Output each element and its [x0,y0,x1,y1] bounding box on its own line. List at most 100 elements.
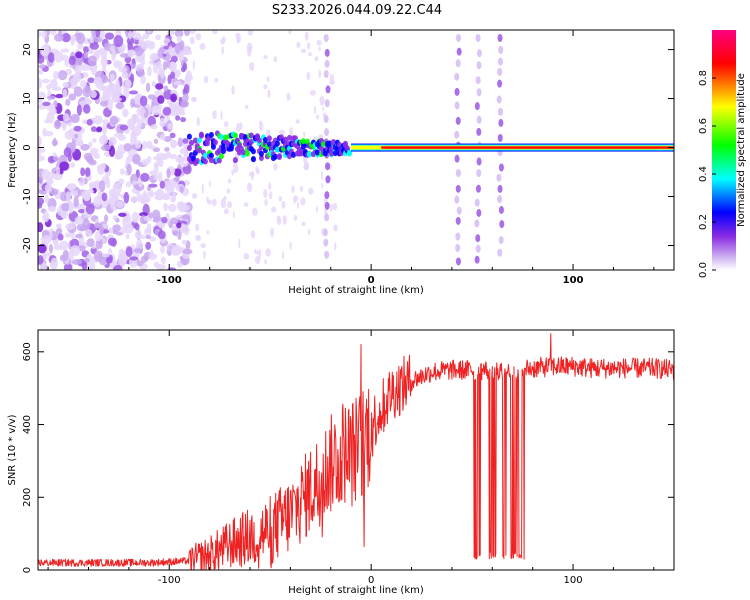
snr-y-tick-label: 400 [22,415,33,434]
noise-blob [89,90,97,99]
noise-blob [127,30,133,40]
noise-blob [157,171,163,183]
spectrogram-y-tick-label: -20 [22,237,33,253]
noise-blob [206,196,209,203]
gap-column-blob [497,195,503,204]
gap-column-blob [325,85,331,94]
noise-blob [184,30,191,37]
noise-blob [62,88,68,98]
carrier-blob [240,149,246,156]
noise-blob [93,250,104,262]
noise-blob [115,201,124,208]
snr-x-tick-label: 0 [368,575,374,586]
noise-blob [167,122,173,130]
noise-blob [251,207,258,216]
noise-blob [162,106,172,116]
snr-y-tick-label: 200 [22,488,33,507]
gap-column-blob [454,101,460,110]
gap-column-blob [474,255,480,264]
noise-blob [49,79,58,90]
noise-blob [125,246,133,258]
noise-blob [47,205,57,212]
noise-blob [105,177,111,189]
noise-blob [191,97,197,103]
noise-blob [289,127,293,136]
gap-column-blob [498,118,504,127]
noise-blob [84,97,90,103]
gap-column-blob [456,47,462,56]
noise-blob [38,243,47,254]
carrier-blob [202,158,208,165]
carrier-blob [306,151,312,158]
noise-blob [158,158,164,168]
noise-blob [61,202,71,212]
noise-blob [168,220,174,229]
noise-blob [112,224,121,232]
noise-blob [46,178,54,185]
gap-column-blob [455,216,461,225]
snr-x-tick-label: -100 [158,575,181,586]
noise-blob [135,93,142,100]
gap-column-blob [476,169,482,178]
noise-blob [140,172,150,183]
noise-blob [95,239,101,250]
carrier-blob [196,147,202,154]
colorbar-tick-label: 0.4 [698,166,709,182]
noise-blob [94,222,101,229]
carrier-blob [220,148,226,155]
noise-blob [250,170,255,181]
noise-blob [136,69,145,78]
carrier-blob [192,137,198,144]
noise-blob [320,170,323,181]
spectrogram-heatmap [38,30,674,270]
noise-blob [120,226,128,234]
noise-blob [161,192,171,200]
noise-blob [107,237,117,246]
noise-blob [104,32,115,40]
noise-blob [322,106,325,112]
noise-blob [180,116,187,123]
gap-column-blob [474,102,480,111]
gap-column-blob [498,163,504,172]
noise-blob [223,121,229,128]
noise-blob [247,46,252,57]
noise-blob [46,95,56,100]
noise-blob [211,198,217,207]
noise-blob [62,250,69,262]
carrier-blob [274,146,280,153]
gap-column-blob [324,59,330,68]
noise-blob [296,41,301,49]
noise-blob [82,85,92,98]
carrier-blob [248,138,254,145]
noise-blob [249,61,255,71]
noise-blob [103,214,109,223]
noise-blob [80,167,86,177]
noise-blob [247,182,253,193]
noise-blob [157,230,166,240]
gap-column-blob [476,115,482,124]
noise-blob [38,148,46,154]
noise-blob [166,243,175,252]
noise-blob [62,113,70,122]
gap-column-blob [474,198,480,207]
noise-blob [321,182,324,189]
noise-blob [178,50,184,61]
noise-blob [116,151,124,160]
noise-blob [200,243,207,249]
noise-blob [73,133,79,139]
noise-blob [146,156,152,163]
noise-blob [65,223,76,230]
noise-blob [146,191,155,197]
noise-blob [108,137,115,148]
noise-blob [101,123,108,135]
noise-blob [201,183,204,194]
noise-blob [163,135,172,142]
gap-column-blob [324,191,330,200]
noise-blob [43,131,54,137]
noise-blob [182,45,191,56]
noise-blob [185,70,193,80]
noise-blob [107,248,113,254]
noise-blob [319,95,325,106]
noise-blob [145,82,151,93]
noise-blob [195,223,200,232]
